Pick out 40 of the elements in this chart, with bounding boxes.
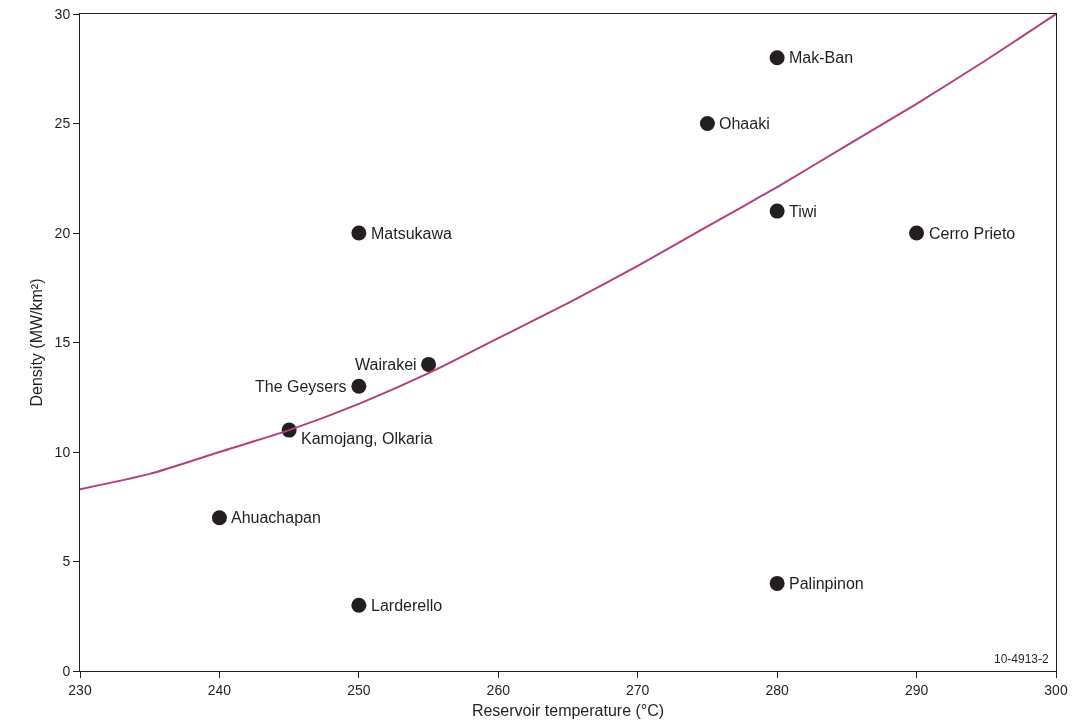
x-tick-label: 240 [207,681,232,698]
annotation: Cerro Prieto [929,225,1016,242]
annotation: 10-4913-2 [994,652,1050,666]
annotation: Matsukawa [371,225,453,242]
x-tick-label: 260 [486,681,511,698]
annotation: Larderello [371,597,443,614]
x-tick-label: 280 [765,681,790,698]
annotation: Ohaaki [719,115,770,132]
y-tick-label: 20 [54,224,71,241]
x-tick-label: 230 [68,681,92,698]
point [699,116,715,131]
point [909,225,925,241]
point [351,225,367,241]
annotation: The Geysers [255,378,347,395]
y-tick-label: 5 [62,553,71,570]
annotation: Tiwi [789,203,817,220]
x-axis-title: Reservoir temperature (°C) [471,702,665,720]
annotation: Wairakei [355,356,417,373]
annotation: Kamojang, Olkaria [301,430,433,447]
point [769,575,785,591]
annotation: Palinpinon [789,575,864,592]
annotation: Mak-Ban [789,49,854,66]
point [351,597,367,613]
y-tick-label: 0 [62,662,71,679]
annotation: Ahuachapan [231,509,321,526]
point [421,356,437,372]
y-tick-label: 10 [54,443,71,460]
point [769,50,785,66]
y-tick-label: 25 [54,115,71,132]
y-axis-title: Density (MW/km²) [27,278,45,407]
x-tick-label: 290 [904,681,929,698]
y-tick-label: 15 [54,334,71,351]
point [351,378,367,394]
x-tick-label: 250 [347,681,371,698]
line-series [80,14,1056,491]
y-tick-label: 30 [54,5,71,22]
point [769,203,785,219]
point [211,510,227,526]
x-tick-label: 300 [1044,681,1068,698]
x-tick-label: 270 [626,681,650,698]
